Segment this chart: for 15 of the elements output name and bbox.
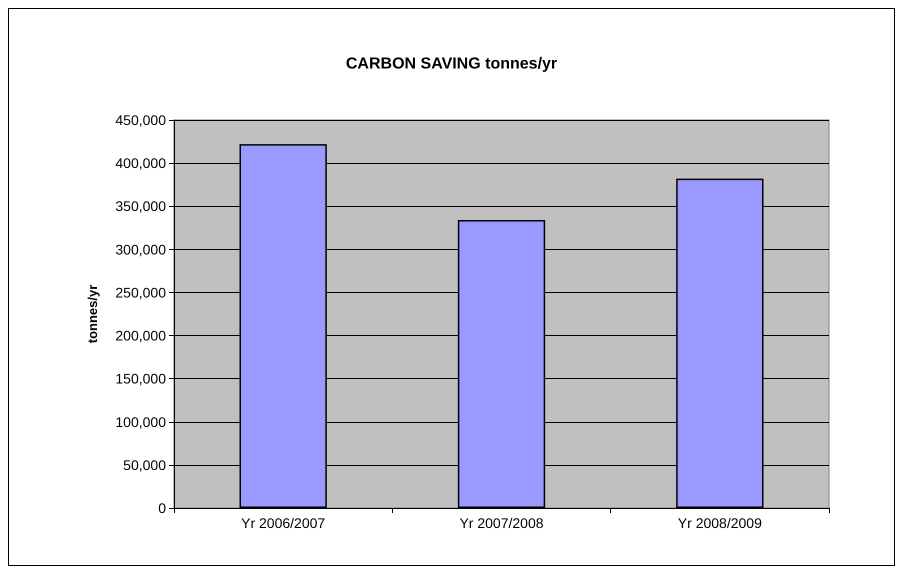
y-tick-label: 100,000 (115, 414, 166, 430)
y-tick-label: 400,000 (115, 155, 166, 172)
y-tick-label: 150,000 (115, 370, 166, 387)
x-tick-label: Yr 2008/2009 (678, 515, 762, 531)
y-tick-label: 200,000 (115, 328, 166, 344)
x-tick-label: Yr 2006/2007 (241, 515, 326, 531)
x-tick-label: Yr 2007/2008 (459, 515, 544, 531)
y-tick-label: 300,000 (115, 241, 166, 258)
y-tick-label: 250,000 (115, 284, 166, 300)
y-tick-label: 0 (158, 500, 166, 516)
y-tick-label: 450,000 (115, 112, 166, 128)
y-tick-label: 350,000 (115, 198, 166, 214)
y-tick-label: 50,000 (123, 456, 166, 473)
y-axis-title: tonnes/yr (85, 284, 100, 344)
chart-title: CARBON SAVING tonnes/yr (346, 56, 558, 72)
